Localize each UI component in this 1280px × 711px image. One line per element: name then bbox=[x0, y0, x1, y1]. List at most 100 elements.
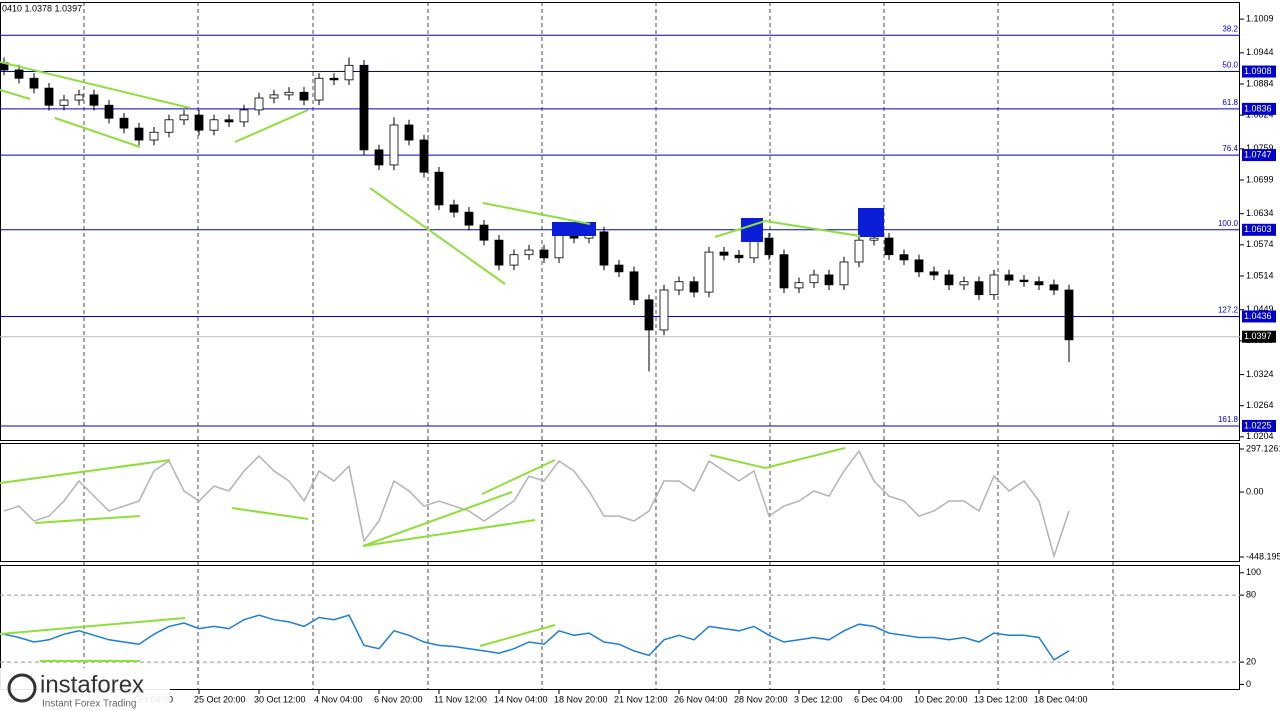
price-tag-label: 1.0436 bbox=[1244, 311, 1272, 321]
candle-body bbox=[704, 251, 714, 293]
candle-body bbox=[539, 249, 549, 259]
x-tick-label: 26 Nov 04:00 bbox=[674, 694, 728, 704]
candle-body bbox=[269, 94, 279, 99]
price-tag bbox=[1242, 310, 1276, 323]
candle-body bbox=[299, 91, 309, 101]
candle-body bbox=[449, 204, 459, 213]
zone-box bbox=[741, 218, 763, 242]
candle-body bbox=[959, 281, 969, 286]
candle-body bbox=[809, 274, 819, 284]
fib-label: 161.8 bbox=[1218, 415, 1239, 424]
candle-body bbox=[44, 87, 54, 106]
y-tick-label: 1.0944 bbox=[1246, 47, 1274, 57]
candle-body bbox=[794, 282, 804, 289]
price-tag bbox=[1242, 223, 1276, 236]
candle-body bbox=[824, 274, 834, 286]
candle-body bbox=[974, 281, 984, 296]
candle-body bbox=[869, 237, 879, 241]
logo-icon bbox=[7, 673, 37, 703]
candle-body bbox=[374, 149, 384, 166]
trend-line bbox=[34, 515, 141, 524]
trend-line bbox=[0, 61, 191, 109]
x-tick-label: 6 Nov 20:00 bbox=[374, 694, 423, 704]
x-tick-label: 18 Nov 20:00 bbox=[554, 694, 608, 704]
y-tick-label: 0 bbox=[1246, 679, 1251, 689]
price-tag-label: 1.0225 bbox=[1244, 420, 1272, 430]
trend-line bbox=[231, 507, 309, 520]
price-tag bbox=[1242, 102, 1276, 115]
candle-body bbox=[734, 254, 744, 259]
y-tick-label: 1.0324 bbox=[1246, 369, 1274, 379]
x-tick-label: 28 Nov 20:00 bbox=[734, 694, 788, 704]
watermark: instaforex Instant Forex Trading bbox=[0, 668, 170, 711]
zone-box bbox=[552, 222, 596, 236]
x-tick-label: 11 Nov 12:00 bbox=[434, 694, 487, 704]
y-tick-label: 1.0574 bbox=[1246, 239, 1274, 249]
candle-body bbox=[149, 131, 159, 141]
y-tick-label: 1.0264 bbox=[1246, 400, 1274, 410]
candle-body bbox=[434, 171, 444, 206]
logo-tagline: Instant Forex Trading bbox=[42, 699, 137, 710]
candle-body bbox=[314, 77, 324, 101]
candle-body bbox=[134, 127, 144, 141]
candle-body bbox=[899, 254, 909, 261]
trend-line bbox=[709, 454, 766, 469]
zone-box bbox=[858, 208, 884, 237]
trend-line bbox=[362, 491, 513, 547]
last-price-label: 1.0397 bbox=[1244, 331, 1272, 341]
y-tick-label: 1.0634 bbox=[1246, 208, 1274, 218]
period-separators bbox=[83, 2, 1114, 690]
candle-body bbox=[464, 211, 474, 226]
x-tick-label: 30 Oct 12:00 bbox=[254, 694, 306, 704]
candle-body bbox=[509, 254, 519, 266]
candle-body bbox=[1049, 284, 1059, 291]
last-price-tag bbox=[1242, 330, 1276, 343]
fib-label: 38.2 bbox=[1222, 24, 1238, 33]
trend-line bbox=[764, 220, 861, 237]
candle-body bbox=[929, 271, 939, 276]
candle-body bbox=[1064, 289, 1074, 341]
y-tick-label: 20 bbox=[1246, 656, 1256, 666]
trend-line bbox=[481, 459, 556, 495]
marks: 1.10091.09441.08841.08241.07591.06991.06… bbox=[0, 13, 1280, 704]
y-tick-label: -448.195 bbox=[1246, 551, 1280, 561]
x-tick-label: 21 Nov 12:00 bbox=[614, 694, 668, 704]
y-tick-label: 1.0449 bbox=[1246, 304, 1274, 314]
trend-line bbox=[482, 202, 591, 225]
candle-body bbox=[494, 239, 504, 266]
trend-line bbox=[369, 187, 506, 285]
price-tag-label: 1.0908 bbox=[1244, 66, 1272, 76]
candle-body bbox=[209, 119, 219, 131]
candle-body bbox=[329, 77, 339, 81]
candle-body bbox=[59, 99, 69, 106]
candle-body bbox=[194, 114, 204, 131]
candle-body bbox=[29, 77, 39, 89]
y-tick-label: 297.1261 bbox=[1246, 443, 1280, 453]
price-tag bbox=[1242, 419, 1276, 432]
x-tick-label: 18 Dec 04:00 bbox=[1034, 694, 1088, 704]
candle-body bbox=[284, 91, 294, 96]
indicator-line bbox=[3, 614, 1070, 661]
candle-body bbox=[614, 264, 624, 273]
x-tick-label: 25 Oct 20:00 bbox=[194, 694, 246, 704]
trend-line bbox=[0, 617, 186, 635]
y-tick-label: 1.0884 bbox=[1246, 78, 1274, 88]
y-tick-label: 1.0514 bbox=[1246, 270, 1274, 280]
y-tick-label: 100 bbox=[1246, 567, 1261, 577]
fib-label: 127.2 bbox=[1218, 306, 1239, 315]
trend-line bbox=[714, 220, 766, 238]
fib-label: 61.8 bbox=[1222, 98, 1238, 107]
candle-body bbox=[179, 114, 189, 121]
candle-body bbox=[839, 261, 849, 286]
candle-body bbox=[944, 274, 954, 286]
candle-body bbox=[479, 224, 489, 241]
rsi-pane bbox=[0, 565, 1240, 690]
trend-line bbox=[0, 89, 31, 100]
candle-body bbox=[119, 117, 129, 129]
candle-body bbox=[224, 119, 234, 123]
trend-line bbox=[54, 117, 141, 148]
candle-body bbox=[854, 239, 864, 263]
fib-label: 50.0 bbox=[1222, 61, 1238, 70]
